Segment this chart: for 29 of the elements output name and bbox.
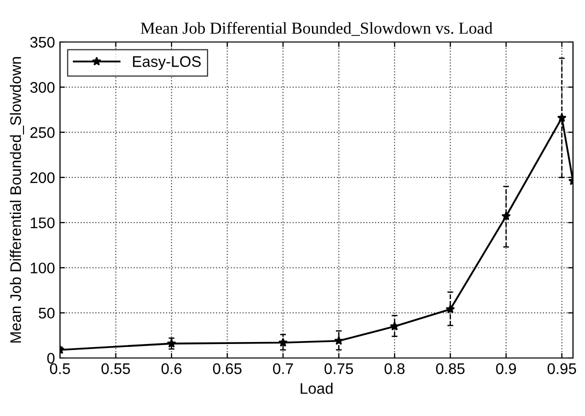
- point: [278, 338, 288, 347]
- x-tick-label: 0.8: [384, 363, 405, 374]
- y-tick-label: 100: [30, 262, 55, 274]
- y-tick-label: 50: [38, 308, 55, 319]
- point: [501, 211, 511, 220]
- x-tick-label: 0.95: [548, 363, 576, 374]
- point: [334, 336, 344, 345]
- x-tick-label: 0.7: [273, 363, 293, 374]
- point: [446, 304, 455, 314]
- y-axis-title: Mean Job Differential Bounded_Slowdown: [10, 57, 24, 343]
- y-tick-label: 300: [30, 82, 55, 93]
- point: [557, 112, 567, 122]
- x-axis-title: Load: [300, 382, 333, 394]
- legend-label: Easy-LOS: [133, 56, 201, 70]
- x-tick-label: 0.6: [162, 363, 182, 374]
- x-tick-label: 0.85: [436, 363, 465, 374]
- point: [166, 338, 176, 348]
- y-tick-label: 250: [30, 127, 55, 138]
- x-tick-label: 0.9: [496, 363, 516, 374]
- point: [390, 322, 400, 330]
- x-tick-label: 0.5: [50, 363, 70, 374]
- y-tick-label: 200: [30, 172, 55, 184]
- y-tick-label: 0: [47, 352, 55, 364]
- x-tick-label: 0.65: [213, 363, 242, 374]
- x-tick-label: 0.55: [101, 363, 130, 374]
- x-tick-label: 0.75: [324, 363, 354, 374]
- y-tick-label: 350: [30, 36, 55, 48]
- y-tick-label: 150: [30, 217, 55, 228]
- chart-title: Mean Job Differential Bounded_Slowdown vs. Load: [140, 22, 493, 36]
